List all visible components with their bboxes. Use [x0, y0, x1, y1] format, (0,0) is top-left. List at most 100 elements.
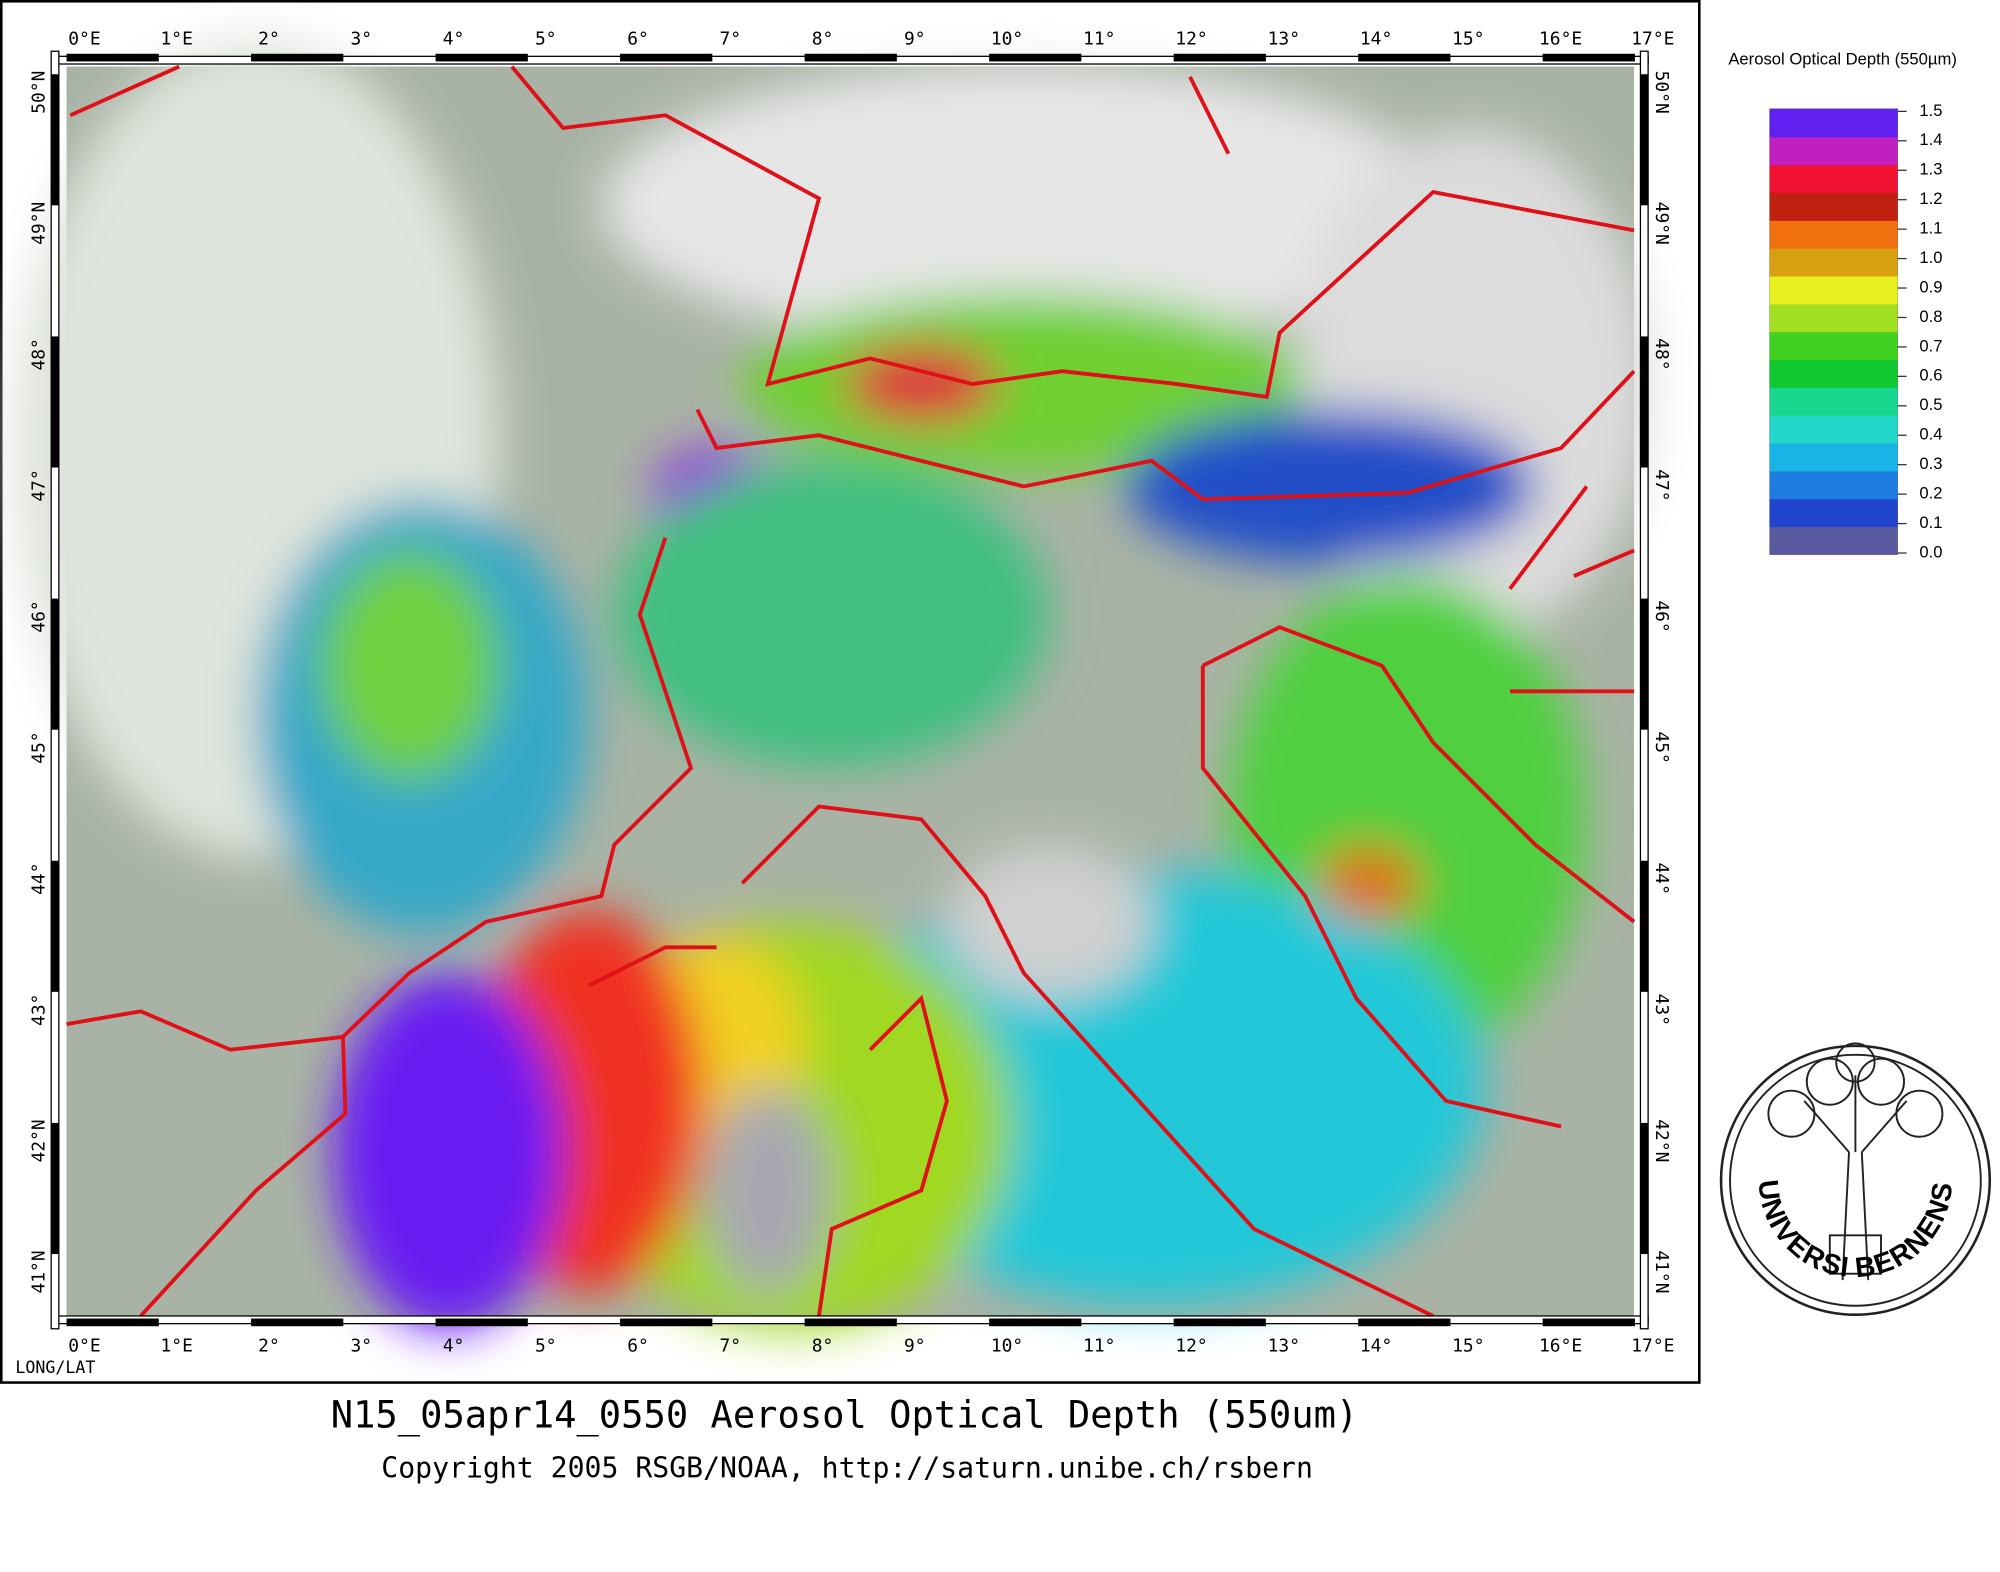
lon-label: 3° — [350, 29, 372, 50]
legend-tick-label: 0.5 — [1919, 395, 1942, 414]
lon-label: 13° — [1268, 29, 1300, 50]
lat-label: 50°N — [1651, 71, 1672, 114]
lat-label: 45° — [29, 731, 50, 763]
lat-label: 47° — [1651, 469, 1672, 501]
lon-label: 11° — [1083, 1336, 1115, 1357]
legend-swatch — [1769, 275, 1898, 305]
scale-segment — [804, 53, 897, 62]
lon-label: 6° — [627, 1336, 649, 1357]
legend-tick-label: 0.3 — [1919, 454, 1942, 473]
legend-swatch — [1769, 470, 1898, 500]
scale-segment — [251, 1318, 344, 1327]
lon-label: 10° — [991, 1336, 1023, 1357]
lat-label: 48° — [29, 338, 50, 370]
scale-segment — [1173, 53, 1266, 62]
projection-label: LONG/LAT — [15, 1358, 95, 1377]
lat-label: 43° — [1651, 994, 1672, 1026]
lon-label: 11° — [1083, 29, 1115, 50]
lat-label: 43° — [29, 994, 50, 1026]
legend-swatch — [1769, 220, 1898, 249]
lon-label: 7° — [719, 1336, 741, 1357]
lon-label: 16°E — [1539, 1336, 1582, 1357]
lon-label: 16°E — [1539, 29, 1582, 50]
lat-label: 44° — [1651, 863, 1672, 895]
lat-label: 49°N — [29, 202, 50, 245]
legend-tick-label: 1.1 — [1919, 219, 1942, 238]
legend-title: Aerosol Optical Depth (550µm) — [1728, 50, 1957, 69]
scale-segment — [51, 598, 59, 730]
lon-label: 9° — [904, 29, 926, 50]
map-title: N15_05apr14_0550 Aerosol Optical Depth (… — [331, 1394, 1359, 1438]
scale-segment — [804, 1318, 897, 1327]
scale-segment — [51, 1122, 59, 1255]
legend-tick-label: 0.4 — [1919, 425, 1942, 444]
scale-segment — [66, 1318, 159, 1327]
legend-swatch — [1769, 526, 1898, 555]
logo-outer — [1719, 1044, 1992, 1316]
lon-label: 12° — [1175, 1336, 1207, 1357]
scale-segment — [989, 1318, 1082, 1327]
lon-label: 12° — [1175, 29, 1207, 50]
lon-label: 9° — [904, 1336, 926, 1357]
scale-segment — [66, 53, 159, 62]
legend-tick-label: 0.2 — [1919, 484, 1942, 503]
lat-label: 42°N — [1651, 1119, 1672, 1162]
legend-tick-label: 0.1 — [1919, 513, 1942, 532]
logo-inner — [1729, 1053, 1982, 1307]
lon-label: 14° — [1360, 1336, 1392, 1357]
scale-segment — [989, 53, 1082, 62]
lon-label: 3° — [350, 1336, 372, 1357]
scale-segment — [1173, 1318, 1266, 1327]
lon-label: 8° — [812, 29, 834, 50]
scale-segment — [1542, 53, 1635, 62]
legend-tick-label: 0.6 — [1919, 366, 1942, 385]
lon-label: 0°E — [68, 29, 100, 50]
legend-tick-label: 1.3 — [1919, 160, 1942, 179]
scale-segment — [620, 1318, 713, 1327]
lon-label: 8° — [812, 1336, 834, 1357]
lon-label: 0°E — [68, 1336, 100, 1357]
legend-swatch — [1769, 192, 1898, 221]
scale-segment — [435, 1318, 528, 1327]
lon-label: 14° — [1360, 29, 1392, 50]
lat-label: 49°N — [1651, 202, 1672, 245]
lon-label: 17°E — [1631, 1336, 1674, 1357]
lat-label: 41°N — [29, 1250, 50, 1293]
lon-label: 5° — [535, 1336, 557, 1357]
legend-tick-label: 0.8 — [1919, 307, 1942, 326]
scale-bars — [50, 50, 1649, 1330]
lon-label: 1°E — [161, 1336, 193, 1357]
lon-label: 13° — [1268, 1336, 1300, 1357]
lat-label: 45° — [1651, 731, 1672, 763]
legend-swatch — [1769, 331, 1898, 361]
legend-tick-label: 0.0 — [1919, 542, 1942, 561]
lon-label: 1°E — [161, 29, 193, 50]
scale-segment — [1640, 860, 1649, 992]
lon-label: 17°E — [1631, 29, 1674, 50]
legend-swatch — [1769, 303, 1898, 333]
scale-segment — [1640, 1122, 1649, 1255]
copyright: Copyright 2005 RSGB/NOAA, http://saturn.… — [381, 1452, 1313, 1485]
scale-segment — [1640, 598, 1649, 730]
legend-tick-label: 0.7 — [1919, 336, 1942, 355]
lon-label: 5° — [535, 29, 557, 50]
lat-label: 50°N — [29, 71, 50, 114]
scale-segment — [435, 53, 528, 62]
lat-label: 46° — [29, 600, 50, 632]
lat-label: 47° — [29, 469, 50, 501]
lon-label: 4° — [443, 29, 465, 50]
lon-label: 7° — [719, 29, 741, 50]
legend-tick-label: 1.5 — [1919, 101, 1942, 120]
scale-segment — [51, 336, 59, 468]
lat-label: 44° — [29, 863, 50, 895]
lat-label: 46° — [1651, 600, 1672, 632]
legend-swatch — [1769, 498, 1898, 528]
scale-segment — [251, 53, 344, 62]
legend-swatch — [1769, 442, 1898, 472]
legend-tick-label: 1.4 — [1919, 130, 1942, 149]
scale-segment — [620, 53, 713, 62]
legend-swatch — [1769, 359, 1898, 388]
legend-tick-label: 1.2 — [1919, 189, 1942, 208]
lon-label: 15° — [1452, 1336, 1484, 1357]
lat-label: 41°N — [1651, 1250, 1672, 1293]
